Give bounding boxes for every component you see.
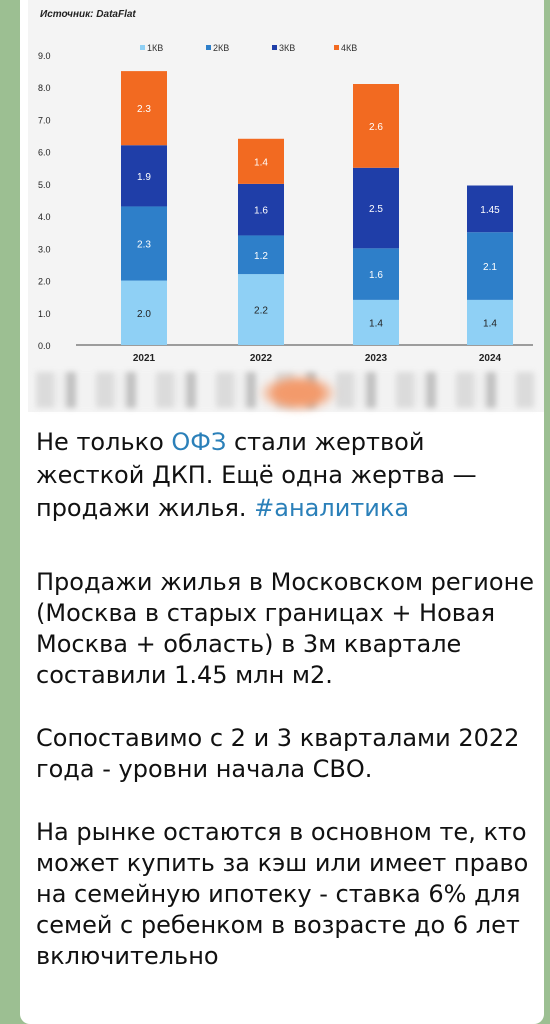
y-tick-label: 6.0: [38, 148, 51, 158]
bar-label: 1.9: [137, 172, 151, 183]
bar-segment: [353, 167, 399, 249]
bar-label: 1.45: [480, 205, 500, 216]
bar-segment: [467, 185, 513, 233]
legend-label: 4КВ: [341, 43, 357, 53]
legend-swatch: [140, 45, 145, 50]
bar-segment: [121, 71, 167, 146]
bar-segment: [467, 232, 513, 300]
chart-source: Источник: DataFlat: [40, 9, 136, 20]
paragraph-3: На рынке остаются в основном те, кто мож…: [36, 818, 529, 970]
bar-label: 2.3: [137, 240, 151, 251]
bar-segment: [238, 138, 284, 184]
legend-swatch: [206, 45, 211, 50]
bar-label: 2.3: [137, 104, 151, 115]
y-tick-label: 9.0: [38, 51, 51, 61]
y-tick-label: 5.0: [38, 180, 51, 190]
bar-label: 1.4: [369, 318, 383, 329]
y-tick-label: 3.0: [38, 244, 51, 254]
legend-label: 2КВ: [213, 43, 229, 53]
x-tick-label: 2022: [250, 353, 273, 364]
legend-swatch: [334, 45, 339, 50]
bar-segment: [121, 145, 167, 207]
ofz-link[interactable]: ОФЗ: [171, 428, 227, 456]
legend-label: 3КВ: [279, 43, 295, 53]
blurred-logo: [258, 374, 338, 412]
message-bubble[interactable]: Источник: DataFlat 0.0 1.0 2.0 3.0 4.0 5.0 6.0…: [20, 0, 544, 1024]
legend-label: 1КВ: [147, 43, 163, 53]
y-tick-label: 2.0: [38, 277, 51, 287]
paragraph-1: Продажи жилья в Московском регионе (Моск…: [36, 568, 535, 689]
bar-segment: [353, 84, 399, 168]
y-tick-label: 0.0: [38, 341, 51, 351]
headline-pre: Не только: [36, 428, 172, 456]
message-text: Не только ОФЗ стали жертвой жесткой ДКП.…: [36, 426, 536, 1004]
x-tick-label: 2024: [479, 353, 502, 364]
bar-label: 1.6: [369, 270, 383, 281]
bar-segment: [467, 299, 513, 345]
bar-label: 2.2: [254, 306, 268, 317]
headline-mid: стали жертвой жесткой ДКП. Ещё одна жерт…: [36, 428, 477, 522]
bar-segment: [121, 280, 167, 345]
y-tick-label: 8.0: [38, 83, 51, 93]
bar-segment: [238, 274, 284, 345]
x-tick-label: 2023: [365, 353, 388, 364]
bar-segment: [353, 248, 399, 300]
bar-segment: [238, 235, 284, 275]
bar-label: 1.4: [254, 157, 268, 168]
bar-segment: [353, 299, 399, 345]
bar-label: 1.4: [483, 318, 497, 329]
bar-segment: [121, 206, 167, 281]
chart-image[interactable]: Источник: DataFlat 0.0 1.0 2.0 3.0 4.0 5.0 6.0…: [28, 0, 544, 412]
hashtag-link[interactable]: #аналитика: [254, 494, 410, 522]
legend-swatch: [272, 45, 277, 50]
x-tick-label: 2021: [133, 353, 156, 364]
bar-label: 1.6: [254, 206, 268, 217]
bar-label: 2.5: [369, 204, 383, 215]
bar-label: 1.2: [254, 251, 268, 262]
y-tick-label: 7.0: [38, 115, 51, 125]
bar-label: 2.6: [369, 122, 383, 133]
bar-label: 2.0: [137, 309, 151, 320]
post-headline: Не только ОФЗ стали жертвой жесткой ДКП.…: [36, 426, 536, 525]
bar-label: 2.1: [483, 262, 497, 273]
paragraph-2: Сопоставимо с 2 и 3 кварталами 2022 года…: [36, 724, 520, 783]
stacked-bar-chart: 0.0 1.0 2.0 3.0 4.0 5.0 6.0 7.0 8.0 9.0 1КВ 2КВ 3КВ 4…: [38, 43, 533, 364]
y-tick-label: 1.0: [38, 309, 51, 319]
bar-segment: [238, 183, 284, 236]
y-tick-label: 4.0: [38, 212, 51, 222]
